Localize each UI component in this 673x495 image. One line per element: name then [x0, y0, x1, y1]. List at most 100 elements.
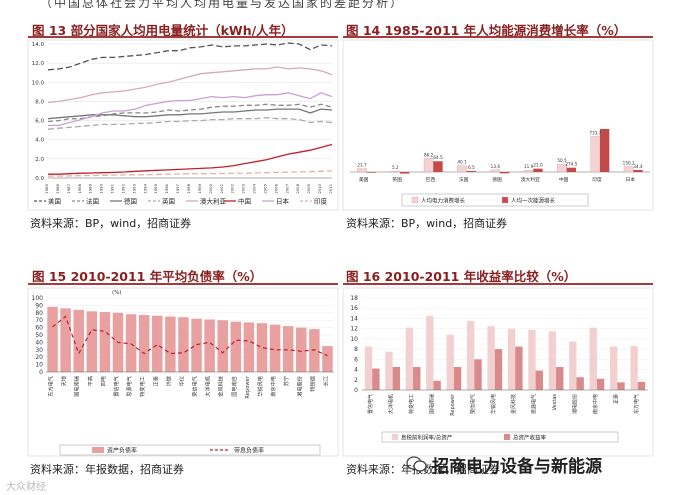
fig13-legend-label: 美国 — [48, 197, 61, 206]
fig14-frame — [342, 39, 654, 211]
fig14-bar — [500, 172, 510, 174]
fig15-bar — [204, 319, 215, 372]
fig14-legend-swatch — [411, 196, 419, 204]
fig16-ytick: 0 — [354, 387, 358, 394]
fig16-rule — [343, 283, 653, 285]
fig14-data-label: 733.7 — [589, 131, 601, 136]
fig16-ytick: 4 — [354, 367, 358, 374]
fig13-legend-label: 印度 — [314, 197, 328, 206]
fig14-bar — [490, 169, 501, 173]
fig16-bar — [589, 327, 597, 390]
fig16-ytick: 10 — [350, 336, 358, 343]
fig14-bar — [557, 163, 567, 173]
fig13-xtick: 2000 — [208, 183, 213, 193]
fig15-ytick: 90 — [35, 302, 43, 309]
fig15-bar — [322, 346, 333, 372]
fig15-ytick: 70 — [35, 317, 43, 324]
fig14-bar — [390, 170, 401, 173]
fig16-bar — [467, 321, 475, 390]
fig14-data-label: 64.5 — [433, 155, 443, 160]
fig13-xtick: 1997 — [175, 183, 180, 193]
fig14-legend-box — [401, 193, 589, 207]
fig15-bar — [125, 314, 137, 372]
fig13-xtick: 1993 — [131, 183, 136, 193]
fig14-bar — [466, 170, 476, 172]
fig13-xtick: 1998 — [186, 183, 191, 193]
fig16-xtick: 湘电股份 — [572, 394, 579, 414]
fig15-bar — [165, 316, 176, 372]
fig13-legend-label: 日本 — [276, 197, 290, 206]
fig13-xtick: 2009 — [306, 183, 311, 193]
fig16-bar — [576, 377, 584, 390]
fig15-xtick: 南京中电 — [269, 376, 277, 397]
fig16-bar — [405, 327, 414, 390]
fig16-xtick: Vestas — [552, 394, 558, 411]
fig16-ytick: 2 — [354, 377, 358, 384]
fig16-xtick: Repower — [450, 393, 456, 416]
fig16-bar — [515, 346, 523, 390]
fig16-bar — [548, 331, 557, 390]
fig13-xtick: 1986 — [55, 183, 60, 193]
fig14-bar — [457, 165, 467, 173]
fig15-xtick: 湘电股份 — [295, 375, 303, 397]
fig16-xtick: 国电南瑞 — [429, 394, 436, 414]
fig13-xtick: 2004 — [252, 183, 257, 193]
fig14-data-label: 21.0 — [533, 163, 543, 168]
fig15-xtick: 特变电工 — [138, 376, 146, 397]
fig15-bar — [309, 329, 320, 372]
fig15-bar — [86, 311, 98, 372]
fig16-bar — [610, 346, 618, 390]
fig13-ytick: 4.0 — [35, 138, 44, 144]
fig15-xtick: 华仪 — [177, 376, 185, 386]
fig16-bar — [433, 380, 441, 390]
fig13-ytick: 6.0 — [35, 119, 44, 125]
fig15-ytick: 20 — [35, 354, 43, 361]
fig14-legend-label: 人均电力消费增长 — [421, 197, 466, 205]
fig13-xtick: 1985 — [44, 183, 49, 193]
fig15-bar — [191, 318, 202, 372]
fig14-xtick: 英国 — [392, 176, 402, 183]
fig14-bar — [400, 172, 410, 174]
fig15-xtick: 华锐风电 — [256, 376, 264, 397]
fig14-xtick: 日本 — [626, 176, 636, 183]
fig14-xtick: 美国 — [359, 176, 369, 183]
fig16-xtick: 思源电气 — [531, 394, 538, 414]
fig15-xtick: 置信电气 — [112, 376, 120, 397]
fig14-bar — [357, 168, 367, 173]
fig15-xtick: 国电南瑞 — [73, 376, 81, 397]
fig14-xtick: 巴西 — [426, 177, 436, 183]
fig16-bar — [617, 382, 625, 390]
fig16-ytick: 18 — [350, 295, 358, 302]
fig15-legend-label: 资产负债率 — [107, 447, 137, 455]
fig13-xtick: 1988 — [77, 183, 82, 193]
fig13-ytick: 14.0 — [32, 42, 45, 48]
fig14-data-label: 50.5 — [557, 158, 567, 163]
fig14-xtick: 澳大利亚 — [521, 176, 540, 183]
fig13-ytick: 12.0 — [32, 61, 45, 67]
fig15-bar — [47, 306, 58, 372]
fig13-legend-label: 法国 — [86, 197, 99, 206]
fig15-xtick: 荣信电气 — [191, 376, 199, 397]
fig13-xtick: 1987 — [66, 183, 71, 193]
fig15-xtick: 大洋电机 — [204, 375, 212, 397]
fig14-data-label: 40.1 — [457, 160, 467, 165]
fig14-legend-label: 人均一次能源增长 — [511, 197, 556, 205]
fig14-data-label: 13.6 — [491, 164, 501, 169]
fig14-source: 资料来源：BP，wind，招商证券 — [346, 217, 508, 230]
fig16-bar — [446, 334, 454, 390]
fig13-xtick: 1995 — [153, 183, 158, 193]
fig16-xtick: 荣信电气 — [469, 394, 476, 414]
fig15-xtick: 思源电气 — [125, 376, 133, 397]
fig14-xtick: 德国 — [492, 176, 502, 183]
fig13-series-line — [47, 42, 333, 71]
fig16-xtick: 南京中电 — [592, 394, 599, 414]
fig16-bar — [385, 351, 393, 390]
fig15-legend-label: 带息负债率 — [234, 447, 264, 455]
fig15-xtick: 长江 — [321, 376, 329, 386]
fig13-xtick: 2007 — [284, 183, 289, 193]
fig14-data-label: 86.2 — [424, 152, 434, 157]
